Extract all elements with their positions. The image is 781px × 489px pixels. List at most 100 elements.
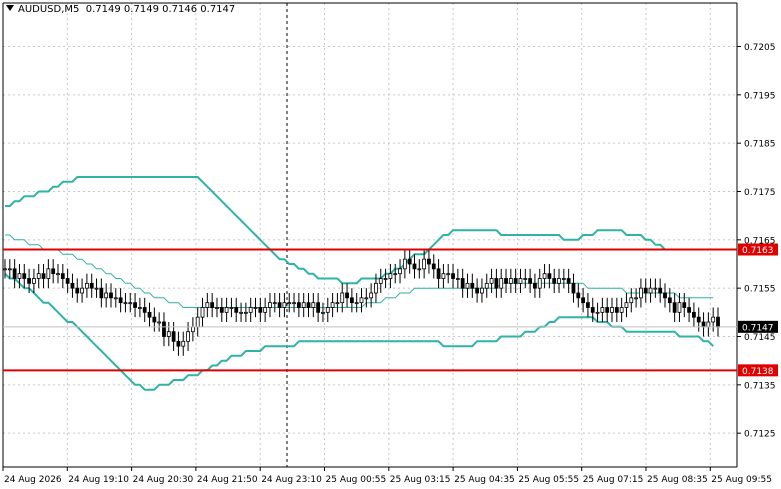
candle-body bbox=[215, 307, 219, 309]
candle-body bbox=[696, 316, 701, 323]
candle-body bbox=[417, 268, 422, 271]
candle-body bbox=[84, 282, 89, 289]
y-tick-label: 0.7205 bbox=[744, 43, 776, 53]
candle-body bbox=[229, 307, 234, 309]
candle-body bbox=[12, 268, 17, 279]
candle-body bbox=[658, 287, 663, 294]
candle-body bbox=[547, 273, 552, 279]
candle-body bbox=[431, 263, 436, 270]
candle-body bbox=[51, 268, 56, 275]
x-tick-label: 24 Aug 20:30 bbox=[133, 475, 194, 485]
candle-body bbox=[436, 268, 441, 279]
candle-body bbox=[451, 273, 455, 279]
candle-body bbox=[470, 282, 475, 289]
candle-body bbox=[36, 273, 41, 279]
x-tick-label: 25 Aug 04:35 bbox=[454, 475, 515, 485]
level-label-box bbox=[738, 364, 778, 377]
candle-body bbox=[402, 258, 407, 270]
x-tick-label: 25 Aug 05:55 bbox=[518, 475, 579, 485]
candle-body bbox=[508, 278, 513, 284]
y-tick-label: 0.7165 bbox=[744, 236, 776, 246]
candle-body bbox=[475, 287, 480, 294]
candle-body bbox=[489, 278, 494, 284]
candle-body bbox=[513, 278, 518, 284]
candle-body bbox=[89, 282, 94, 289]
candle-body bbox=[133, 302, 137, 308]
dropdown-triangle-icon[interactable] bbox=[6, 5, 14, 11]
candle-body bbox=[441, 273, 446, 279]
candle-body bbox=[123, 302, 128, 305]
candle-body bbox=[682, 302, 687, 308]
candle-body bbox=[378, 278, 383, 284]
candle-body bbox=[422, 258, 427, 270]
candle-body bbox=[176, 340, 181, 347]
candle-body bbox=[701, 321, 706, 328]
candle-body bbox=[542, 273, 547, 279]
candle-body bbox=[643, 287, 648, 294]
candle-body bbox=[157, 321, 162, 324]
candle-body bbox=[581, 297, 586, 304]
candle-body bbox=[296, 302, 301, 308]
candle-body bbox=[537, 278, 542, 289]
candle-body bbox=[27, 278, 31, 284]
candle-body bbox=[566, 278, 571, 284]
candle-body bbox=[335, 302, 340, 305]
candle-body bbox=[277, 302, 282, 308]
level-label: 0.7163 bbox=[742, 246, 774, 256]
x-tick-label: 24 Aug 19:10 bbox=[68, 475, 129, 485]
candle-body bbox=[41, 273, 46, 279]
candle-body bbox=[672, 302, 677, 313]
y-tick-label: 0.7155 bbox=[744, 285, 776, 295]
candle-body bbox=[528, 278, 533, 284]
candle-body bbox=[677, 302, 682, 313]
candle-body bbox=[152, 316, 157, 323]
candle-body bbox=[388, 273, 393, 279]
candle-body bbox=[282, 302, 287, 308]
candle-body bbox=[162, 321, 166, 337]
candle-body bbox=[455, 278, 460, 280]
candle-body bbox=[118, 297, 123, 304]
candle-body bbox=[407, 258, 412, 265]
candle-body bbox=[446, 273, 451, 276]
candle-body bbox=[349, 297, 354, 304]
x-tick-label: 25 Aug 08:35 bbox=[647, 475, 708, 485]
x-tick-label: 25 Aug 00:55 bbox=[326, 475, 387, 485]
candle-body bbox=[629, 297, 634, 304]
candle-body bbox=[523, 278, 528, 280]
candle-body bbox=[667, 297, 672, 304]
candle-body bbox=[610, 307, 614, 313]
candle-body bbox=[533, 282, 537, 289]
current-price-label: 0.7147 bbox=[742, 323, 774, 333]
candle-body bbox=[648, 287, 653, 294]
candle-body bbox=[374, 282, 378, 294]
x-tick-label: 24 Aug 21:50 bbox=[197, 475, 258, 485]
candle-body bbox=[345, 292, 349, 299]
candle-body bbox=[316, 302, 321, 313]
candle-body bbox=[359, 297, 364, 304]
ohlc-quote: 0.7149 0.7149 0.7146 0.7147 bbox=[85, 4, 236, 15]
candle-body bbox=[94, 287, 99, 290]
candle-body bbox=[595, 311, 600, 314]
level-label: 0.7138 bbox=[742, 367, 774, 377]
candle-body bbox=[200, 307, 205, 318]
candle-body bbox=[147, 311, 152, 318]
candle-body bbox=[113, 297, 118, 300]
candle-body bbox=[22, 273, 27, 279]
candle-body bbox=[412, 263, 417, 270]
candle-body bbox=[590, 307, 595, 313]
candle-body bbox=[619, 307, 624, 313]
bollinger-lower-line bbox=[4, 272, 714, 391]
bollinger-middle-line bbox=[5, 234, 714, 308]
y-tick-label: 0.7145 bbox=[744, 333, 776, 343]
candle-body bbox=[369, 292, 374, 299]
candle-body bbox=[80, 287, 84, 294]
candle-body bbox=[128, 302, 133, 305]
candle-body bbox=[484, 282, 489, 289]
candle-body bbox=[234, 307, 239, 313]
candle-body bbox=[137, 307, 142, 309]
candle-body bbox=[692, 311, 696, 318]
candle-body bbox=[263, 307, 268, 313]
candle-body bbox=[171, 331, 176, 342]
